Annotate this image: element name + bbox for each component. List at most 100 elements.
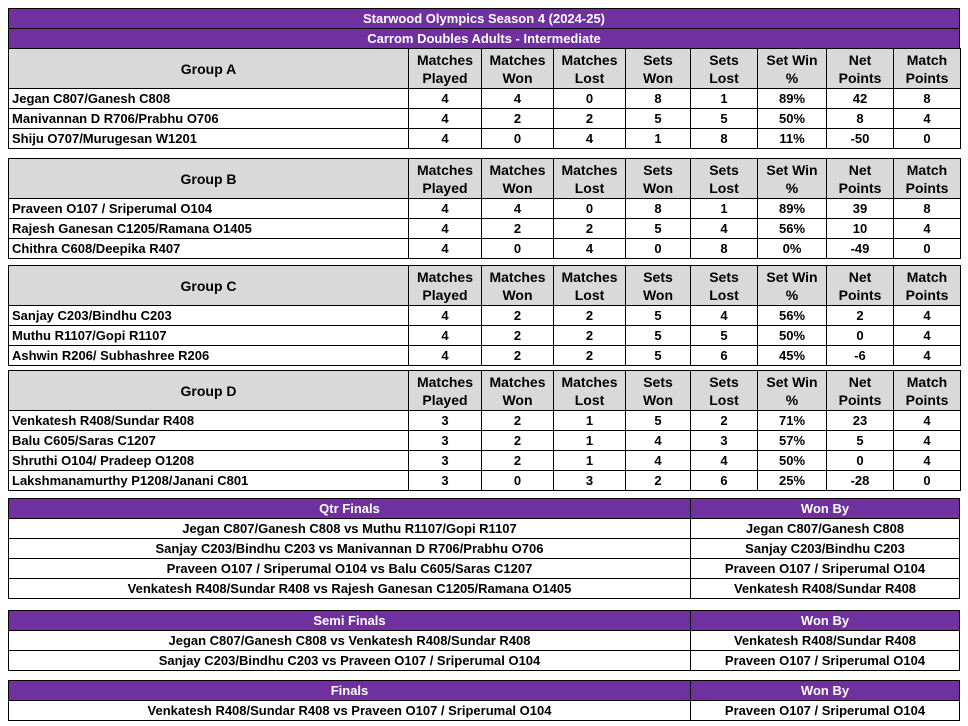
- header-line: Matches: [489, 51, 546, 68]
- subtitle: Carrom Doubles Adults - Intermediate: [8, 28, 960, 49]
- column-header: Set Win%: [757, 370, 827, 411]
- header-line: Played: [422, 69, 468, 86]
- header-line: Match: [906, 268, 948, 285]
- header-line: Net: [848, 161, 872, 178]
- stat: 5: [690, 325, 758, 346]
- column-header: Net Points: [826, 265, 894, 306]
- match: Venkatesh R408/Sundar R408 vs Rajesh Gan…: [8, 578, 691, 599]
- match: Praveen O107 / Sriperumal O104 vs Balu C…: [8, 558, 691, 579]
- stat: 0: [481, 238, 554, 259]
- stat: 10: [826, 218, 894, 239]
- header-line: Match: [906, 51, 948, 68]
- team: Praveen O107 / Sriperumal O104: [8, 198, 409, 219]
- header-line: Set Win: [766, 373, 818, 390]
- stat: 39: [826, 198, 894, 219]
- header-line: Points: [905, 286, 949, 303]
- column-header: Matches Played: [408, 265, 482, 306]
- team: Sanjay C203/Bindhu C203: [8, 305, 409, 326]
- stat: 0: [826, 450, 894, 471]
- stat: 6: [690, 470, 758, 491]
- header-line: Matches: [561, 268, 618, 285]
- stat: 5: [690, 108, 758, 129]
- column-header: Matches Won: [481, 48, 554, 89]
- header-line: Sets: [709, 51, 739, 68]
- header-line: Won: [502, 179, 533, 196]
- stat: -50: [826, 128, 894, 149]
- stat: 89%: [757, 198, 827, 219]
- stat: 45%: [757, 345, 827, 366]
- header-line: Sets: [709, 161, 739, 178]
- header-line: Lost: [709, 179, 739, 196]
- match: Jegan C807/Ganesh C808 vs Venkatesh R408…: [8, 630, 691, 651]
- header-line: Sets: [643, 268, 673, 285]
- column-header: Set Win%: [757, 48, 827, 89]
- stat: 1: [553, 430, 626, 451]
- team: Jegan C807/Ganesh C808: [8, 88, 409, 109]
- stat: 4: [408, 108, 482, 129]
- header-line: Matches: [416, 161, 474, 178]
- stat: 5: [625, 108, 691, 129]
- stat: 4: [893, 218, 961, 239]
- header-line: Matches: [561, 161, 618, 178]
- header-line: Points: [838, 286, 882, 303]
- team: Chithra C608/Deepika R407: [8, 238, 409, 259]
- stat: 4: [408, 128, 482, 149]
- stat: 3: [553, 470, 626, 491]
- team: Muthu R1107/Gopi R1107: [8, 325, 409, 346]
- stat: 8: [690, 128, 758, 149]
- header-line: Net: [848, 373, 872, 390]
- winner: Praveen O107 / Sriperumal O104: [690, 700, 960, 721]
- header-line: Won: [642, 179, 674, 196]
- stat: 3: [408, 410, 482, 431]
- header-line: Set Win: [766, 268, 818, 285]
- header-line: Net: [848, 51, 872, 68]
- header-line: Won: [502, 286, 533, 303]
- header-line: Sets: [643, 161, 673, 178]
- stat: 5: [625, 218, 691, 239]
- stat: -6: [826, 345, 894, 366]
- stat: 89%: [757, 88, 827, 109]
- header-line: Sets: [709, 268, 739, 285]
- column-header: Sets Won: [625, 370, 691, 411]
- stat: 5: [625, 325, 691, 346]
- stat: 50%: [757, 450, 827, 471]
- header-line: Matches: [416, 51, 474, 68]
- column-header: Match Points: [893, 48, 961, 89]
- stat: 0: [553, 198, 626, 219]
- stat: 25%: [757, 470, 827, 491]
- stat: 4: [481, 198, 554, 219]
- stat: 4: [893, 430, 961, 451]
- team: Shiju O707/Murugesan W1201: [8, 128, 409, 149]
- stat: 4: [893, 410, 961, 431]
- column-header: Match Points: [893, 265, 961, 306]
- winner: Praveen O107 / Sriperumal O104: [690, 650, 960, 671]
- stat: 50%: [757, 108, 827, 129]
- stat: 1: [690, 88, 758, 109]
- stat: 1: [625, 128, 691, 149]
- stat: 2: [553, 325, 626, 346]
- stat: 23: [826, 410, 894, 431]
- header-line: %: [785, 69, 799, 86]
- stat: 3: [408, 430, 482, 451]
- column-header: Matches Won: [481, 265, 554, 306]
- header-line: Points: [905, 391, 949, 408]
- header-line: Won: [642, 391, 674, 408]
- team: Ashwin R206/ Subhashree R206: [8, 345, 409, 366]
- stat: -49: [826, 238, 894, 259]
- group-name: Group B: [8, 158, 409, 199]
- column-header: Matches Lost: [553, 158, 626, 199]
- stat: 2: [481, 305, 554, 326]
- column-header: Matches Played: [408, 370, 482, 411]
- header-line: %: [785, 391, 799, 408]
- stat: 8: [826, 108, 894, 129]
- header-line: Lost: [574, 286, 605, 303]
- stat: 2: [481, 450, 554, 471]
- stat: 0: [893, 128, 961, 149]
- stat: 0: [625, 238, 691, 259]
- stat: 2: [481, 345, 554, 366]
- round-title: Finals: [8, 680, 691, 701]
- stat: 1: [553, 410, 626, 431]
- column-header: Matches Lost: [553, 370, 626, 411]
- stat: 50%: [757, 325, 827, 346]
- column-header: Match Points: [893, 370, 961, 411]
